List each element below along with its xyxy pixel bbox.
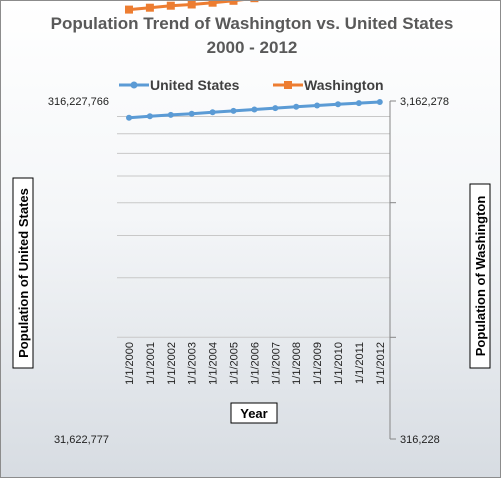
- series-united-states: [126, 99, 383, 121]
- legend-label: Washington: [304, 77, 384, 93]
- legend-marker: [130, 81, 138, 89]
- x-tick-label: 1/1/2005: [229, 342, 241, 385]
- data-point: [146, 113, 153, 120]
- y-right-tick-label: 316,228: [400, 434, 440, 446]
- x-tick-label: 1/1/2000: [124, 342, 136, 385]
- data-point: [166, 1, 175, 10]
- x-tick-label: 1/1/2002: [166, 342, 178, 385]
- y-axis-left-title: Population of United States: [16, 188, 31, 358]
- y-axis-right-title: Population of Washington: [473, 196, 488, 357]
- series-line: [128, 1, 245, 12]
- data-point: [208, 1, 217, 7]
- x-axis-title-box: Year: [230, 402, 278, 424]
- data-point: [145, 3, 154, 12]
- x-tick-label: 1/1/2007: [270, 342, 282, 385]
- data-point: [272, 105, 279, 112]
- x-tick-label: 1/1/2012: [375, 342, 387, 385]
- data-point: [209, 109, 216, 116]
- x-tick-label: 1/1/2010: [333, 342, 345, 385]
- data-point: [355, 100, 362, 107]
- x-tick-label: 1/1/2009: [312, 342, 324, 385]
- left-axis-title-box: Population of United States: [12, 177, 34, 369]
- data-point: [335, 101, 341, 108]
- series-washington: [125, 1, 259, 14]
- data-point: [125, 5, 133, 14]
- y-tick-labels: 316,227,766 31,622,777 3,162,278 316,228: [48, 96, 449, 446]
- data-point: [250, 1, 259, 3]
- series-layer: [125, 1, 383, 121]
- data-point: [188, 110, 195, 117]
- y-left-tick-label: 316,227,766: [48, 96, 109, 108]
- y-right-tick-label: 3,162,278: [400, 96, 449, 108]
- x-tick-label: 1/1/2001: [145, 342, 157, 385]
- chart-subtitle: 2000 - 2012: [207, 38, 298, 57]
- data-point: [126, 114, 132, 121]
- data-point: [293, 103, 300, 110]
- x-tick-label: 1/1/2008: [291, 342, 303, 385]
- x-tick-label: 1/1/2006: [249, 342, 261, 385]
- legend-marker: [284, 81, 292, 89]
- right-axis-title-box: Population of Washington: [469, 183, 491, 369]
- data-point: [167, 111, 174, 118]
- x-axis-title: Year: [240, 406, 267, 421]
- data-point: [251, 106, 258, 113]
- legend-label: United States: [150, 77, 240, 93]
- x-tick-labels: 1/1/2000 1/1/2001 1/1/2002 1/1/2003 1/1/2004…: [124, 342, 387, 385]
- data-point: [314, 102, 321, 109]
- data-point: [229, 1, 238, 5]
- y-left-tick-label: 31,622,777: [54, 434, 109, 446]
- legend: United States Washington: [119, 77, 384, 93]
- data-point: [376, 99, 383, 105]
- x-tick-label: 1/1/2004: [208, 342, 220, 385]
- data-point: [230, 107, 237, 114]
- chart-title: Population Trend of Washington vs. Unite…: [51, 14, 454, 33]
- x-tick-label: 1/1/2011: [354, 342, 366, 384]
- data-point: [187, 1, 196, 9]
- x-tick-label: 1/1/2003: [187, 342, 199, 385]
- gridlines: [117, 100, 396, 440]
